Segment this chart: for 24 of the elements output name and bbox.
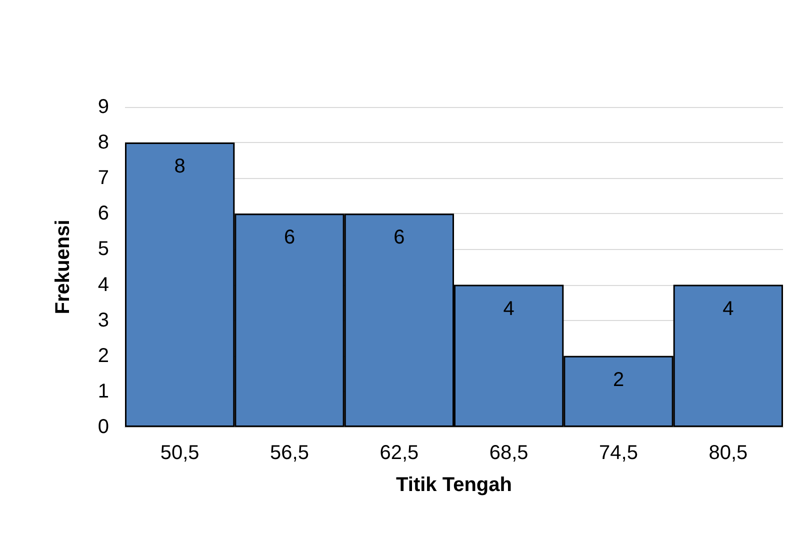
data-label: 4 (722, 298, 734, 320)
y-tick-label: 6 (98, 202, 109, 225)
y-tick-label: 2 (98, 344, 109, 367)
y-tick-label: 9 (98, 96, 109, 118)
x-tick-label: 50,5 (160, 442, 200, 464)
x-tick-label: 68,5 (489, 442, 528, 464)
data-label: 4 (503, 298, 514, 320)
data-label: 6 (284, 226, 296, 249)
y-tick-label: 8 (98, 132, 109, 154)
x-tick-label: 80,5 (708, 442, 748, 464)
y-tick-label: 5 (98, 238, 109, 260)
y-tick-label: 1 (98, 380, 109, 402)
data-label: 8 (174, 156, 186, 178)
y-tick-label: 4 (98, 274, 109, 296)
y-tick-label: 0 (98, 416, 109, 438)
y-tick-label: 3 (98, 309, 109, 332)
y-tick-label: 7 (98, 167, 109, 190)
x-tick-label: 56,5 (270, 442, 309, 464)
x-axis-title: Titik Tengah (396, 474, 512, 496)
y-axis-title: Frekuensi (52, 220, 74, 314)
data-label: 2 (612, 368, 624, 391)
data-label: 6 (394, 226, 405, 249)
x-tick-label: 74,5 (599, 442, 638, 464)
x-tick-label: 62,5 (380, 442, 419, 464)
